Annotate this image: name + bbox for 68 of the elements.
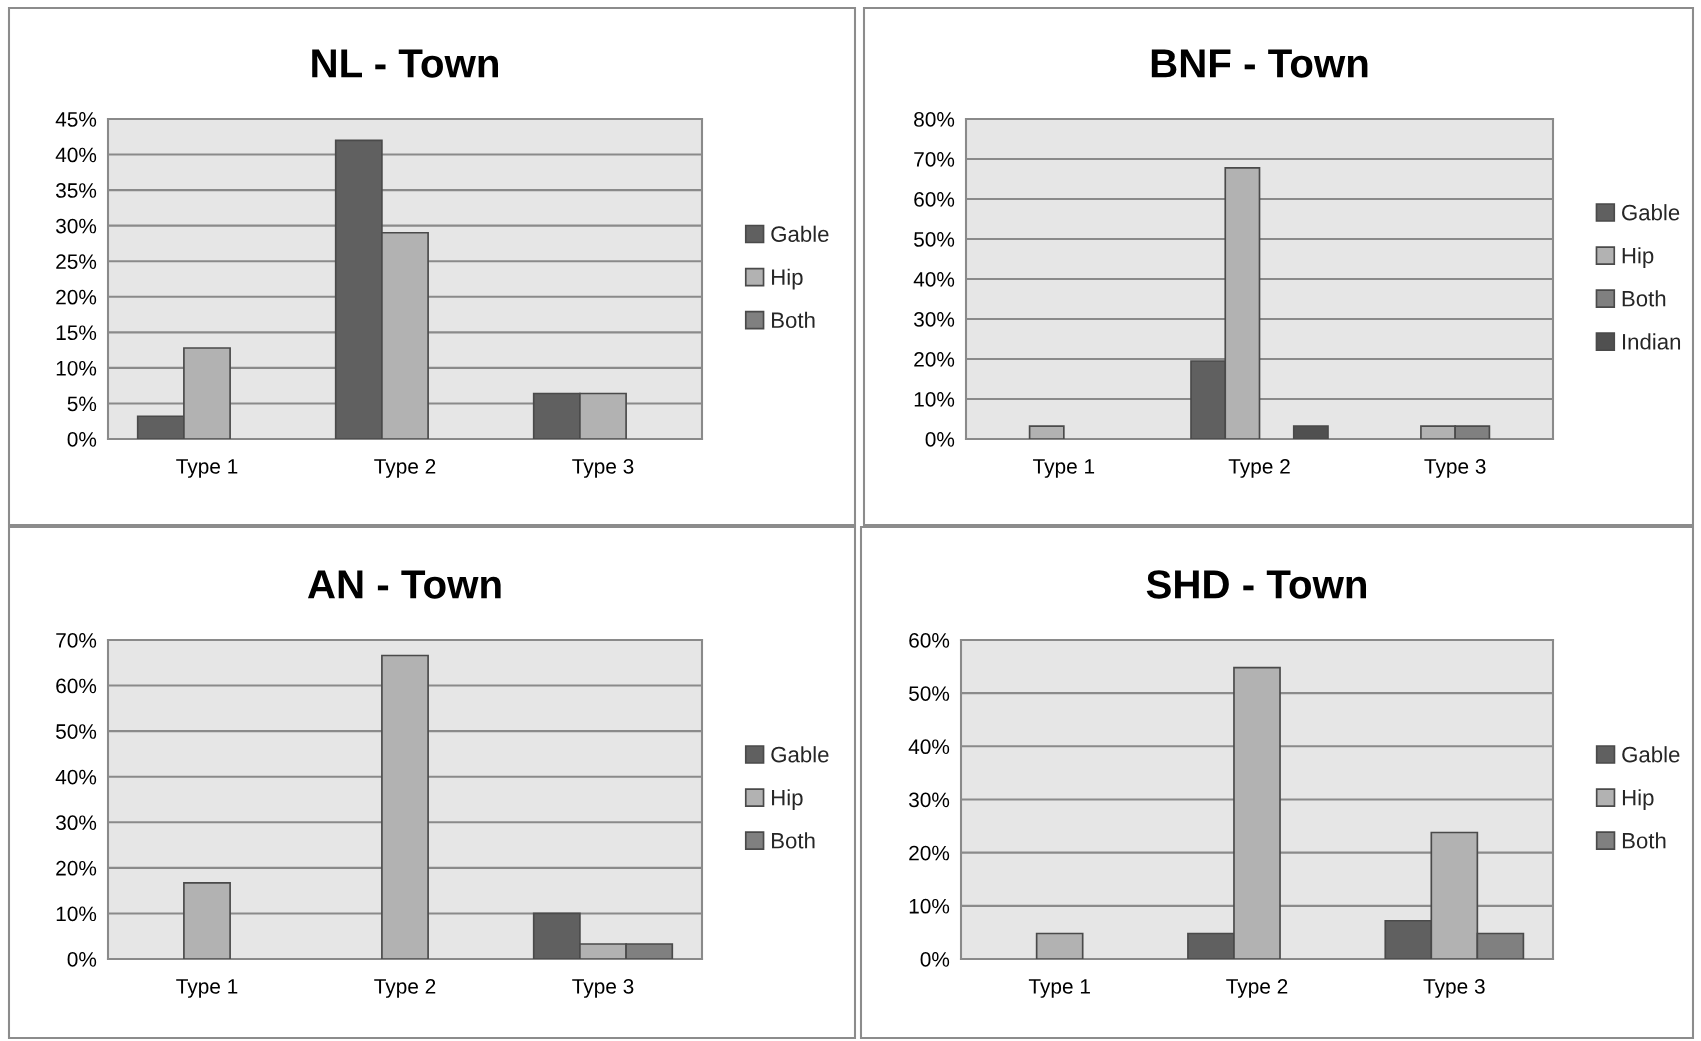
bar bbox=[381, 654, 429, 959]
legend-label: Gable bbox=[1622, 746, 1680, 763]
x-tick-label: Type 3 bbox=[1423, 978, 1485, 998]
y-tick-label: 15% bbox=[56, 325, 97, 341]
y-tick-label: 0% bbox=[920, 952, 950, 967]
y-tick-label: 0% bbox=[925, 432, 955, 447]
x-tick-label: Type 3 bbox=[572, 458, 634, 478]
y-tick-label: 70% bbox=[914, 152, 955, 167]
bar bbox=[183, 882, 231, 959]
y-tick-label: 60% bbox=[56, 678, 97, 694]
y-tick-label: 30% bbox=[55, 218, 97, 234]
bar bbox=[1292, 425, 1329, 439]
y-tick-label: 40% bbox=[55, 769, 97, 785]
y-tick-label: 70% bbox=[56, 633, 97, 648]
y-tick-label: 50% bbox=[909, 686, 950, 701]
x-tick-label: Type 1 bbox=[176, 459, 238, 478]
legend-label: Gable bbox=[771, 225, 829, 242]
x-tick-label: Type 3 bbox=[572, 978, 634, 998]
legend-label: Indian bbox=[1622, 333, 1681, 350]
y-tick-label: 40% bbox=[55, 147, 97, 163]
x-tick-label: Type 1 bbox=[176, 979, 238, 998]
y-tick-label: 80% bbox=[914, 112, 955, 127]
chart-title: BNF - Town bbox=[1151, 49, 1368, 78]
legend-label: Hip bbox=[1622, 789, 1654, 810]
bar bbox=[1035, 932, 1084, 959]
x-tick-label: Type 1 bbox=[1028, 979, 1090, 998]
legend-label: Both bbox=[772, 832, 815, 849]
chart-title: SHD - Town bbox=[1146, 570, 1367, 599]
chart-title: NL - Town bbox=[312, 49, 498, 78]
y-tick-label: 20% bbox=[909, 845, 950, 861]
y-tick-label: 30% bbox=[55, 815, 97, 831]
y-tick-label: 5% bbox=[67, 396, 97, 412]
bar bbox=[1028, 425, 1065, 439]
x-tick-label: Type 2 bbox=[374, 978, 436, 998]
y-tick-label: 10% bbox=[56, 906, 97, 922]
y-tick-label: 25% bbox=[56, 254, 97, 269]
y-tick-label: 30% bbox=[913, 312, 955, 327]
legend-label: Both bbox=[772, 311, 815, 329]
legend-label: Gable bbox=[1622, 204, 1680, 221]
legend-label: Hip bbox=[1622, 247, 1654, 268]
y-tick-label: 35% bbox=[55, 183, 97, 198]
y-tick-label: 10% bbox=[56, 360, 97, 376]
x-tick-label: Type 1 bbox=[1033, 459, 1095, 478]
y-tick-label: 40% bbox=[908, 739, 950, 755]
legend-label: Gable bbox=[771, 746, 829, 763]
y-tick-label: 0% bbox=[67, 432, 97, 447]
y-tick-label: 60% bbox=[914, 192, 955, 207]
legend-label: Hip bbox=[772, 268, 803, 290]
y-tick-label: 40% bbox=[913, 272, 955, 287]
legend-label: Hip bbox=[772, 789, 803, 810]
y-tick-label: 20% bbox=[56, 860, 97, 876]
y-tick-label: 10% bbox=[914, 392, 955, 407]
y-tick-label: 10% bbox=[909, 898, 950, 914]
y-tick-label: 45% bbox=[55, 112, 97, 127]
y-tick-label: 50% bbox=[56, 724, 97, 739]
x-tick-label: Type 2 bbox=[374, 458, 436, 478]
x-tick-label: Type 2 bbox=[1226, 978, 1288, 998]
y-tick-label: 30% bbox=[908, 792, 950, 808]
x-tick-label: Type 3 bbox=[1424, 458, 1486, 478]
chart-title: AN - Town bbox=[307, 570, 501, 599]
y-tick-label: 50% bbox=[914, 232, 955, 247]
legend-label: Both bbox=[1622, 832, 1666, 849]
y-tick-label: 20% bbox=[56, 289, 97, 305]
legend-label: Both bbox=[1622, 290, 1666, 307]
y-tick-label: 60% bbox=[909, 633, 950, 648]
y-tick-label: 20% bbox=[914, 352, 955, 367]
y-tick-label: 0% bbox=[67, 952, 97, 967]
x-tick-label: Type 2 bbox=[1228, 458, 1290, 478]
